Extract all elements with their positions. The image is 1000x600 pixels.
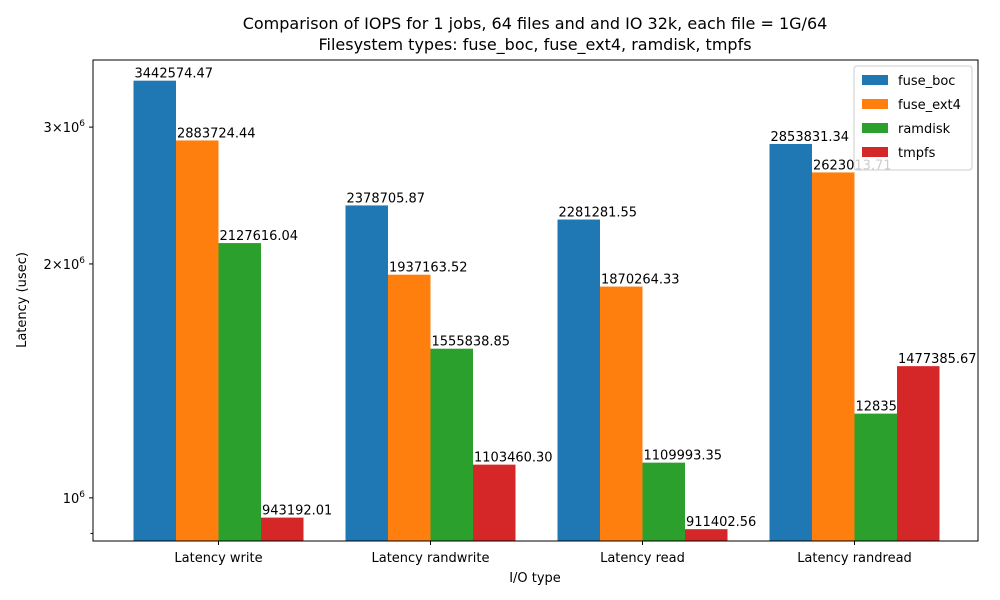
y-tick-label-0: 106 (63, 490, 86, 507)
data-label-fuse_ext4-0: 2883724.44 (177, 126, 256, 141)
legend-swatch-tmpfs (862, 147, 888, 157)
bar-fuse_ext4-1 (388, 274, 431, 541)
x-axis: Latency write Latency randwrite Latency re… (174, 541, 912, 566)
bar-fuse_boc-3 (769, 143, 812, 541)
bar-fuse_boc-0 (133, 80, 176, 541)
bar-tmpfs-2 (685, 529, 728, 541)
bar-fuse_boc-2 (557, 219, 600, 542)
bar-tmpfs-3 (897, 366, 940, 541)
legend-label-tmpfs: tmpfs (898, 146, 936, 161)
data-label-ramdisk-2: 1109993.35 (644, 449, 723, 464)
data-label-fuse_boc-2: 2281281.55 (559, 206, 638, 221)
bar-tmpfs-0 (261, 517, 304, 541)
data-label-tmpfs-0: 943192.01 (262, 504, 332, 519)
data-label-fuse_ext4-1: 1937163.52 (389, 261, 468, 276)
data-label-tmpfs-2: 911402.56 (686, 515, 756, 530)
bar-ramdisk-2 (642, 462, 685, 541)
legend-frame (853, 65, 973, 171)
data-label-tmpfs-1: 1103460.30 (474, 451, 553, 466)
data-label-fuse_boc-0: 3442574.47 (135, 67, 214, 82)
bar-fuse_ext4-0 (176, 140, 219, 541)
y-tick-label-2: 3×106 (44, 119, 86, 136)
x-tick-label-0: Latency write (174, 551, 262, 566)
legend-swatch-ramdisk (862, 123, 888, 133)
bar-fuse_ext4-2 (600, 286, 643, 541)
bar-ramdisk-3 (854, 413, 897, 541)
bars-layer: 3442574.47 2883724.44 2127616.04 943192.01 2… (133, 67, 977, 542)
legend-label-fuse_boc: fuse_boc (898, 74, 955, 89)
data-label-fuse_ext4-2: 1870264.33 (601, 273, 680, 288)
x-axis-label: I/O type (509, 571, 561, 586)
data-label-tmpfs-3: 1477385.67 (898, 352, 977, 367)
legend-swatch-fuse_ext4 (862, 99, 888, 109)
x-tick-label-2: Latency read (600, 551, 685, 566)
chart-title-line1: Comparison of IOPS for 1 jobs, 64 files … (243, 14, 828, 33)
x-tick-label-3: Latency randread (797, 551, 912, 566)
data-label-ramdisk-1: 1555838.85 (432, 335, 511, 350)
legend-swatch-fuse_boc (862, 75, 888, 85)
data-label-ramdisk-0: 2127616.04 (220, 229, 299, 244)
legend-label-ramdisk: ramdisk (898, 122, 951, 137)
y-axis-label: Latency (usec) (15, 252, 30, 348)
data-label-fuse_boc-1: 2378705.87 (347, 191, 426, 206)
bar-ramdisk-1 (430, 348, 473, 541)
bar-fuse_ext4-3 (812, 172, 855, 541)
chart-title-line2: Filesystem types: fuse_boc, fuse_ext4, r… (318, 35, 751, 55)
data-label-fuse_boc-3: 2853831.34 (771, 130, 850, 145)
y-axis: 106 2×106 3×106 (44, 119, 93, 534)
legend-label-fuse_ext4: fuse_ext4 (898, 98, 961, 113)
y-tick-label-1: 2×106 (44, 256, 86, 273)
x-tick-label-1: Latency randwrite (371, 551, 489, 566)
bar-tmpfs-1 (473, 464, 516, 541)
bar-fuse_boc-1 (345, 205, 388, 541)
plot-frame (92, 59, 979, 542)
bar-ramdisk-0 (218, 243, 261, 542)
